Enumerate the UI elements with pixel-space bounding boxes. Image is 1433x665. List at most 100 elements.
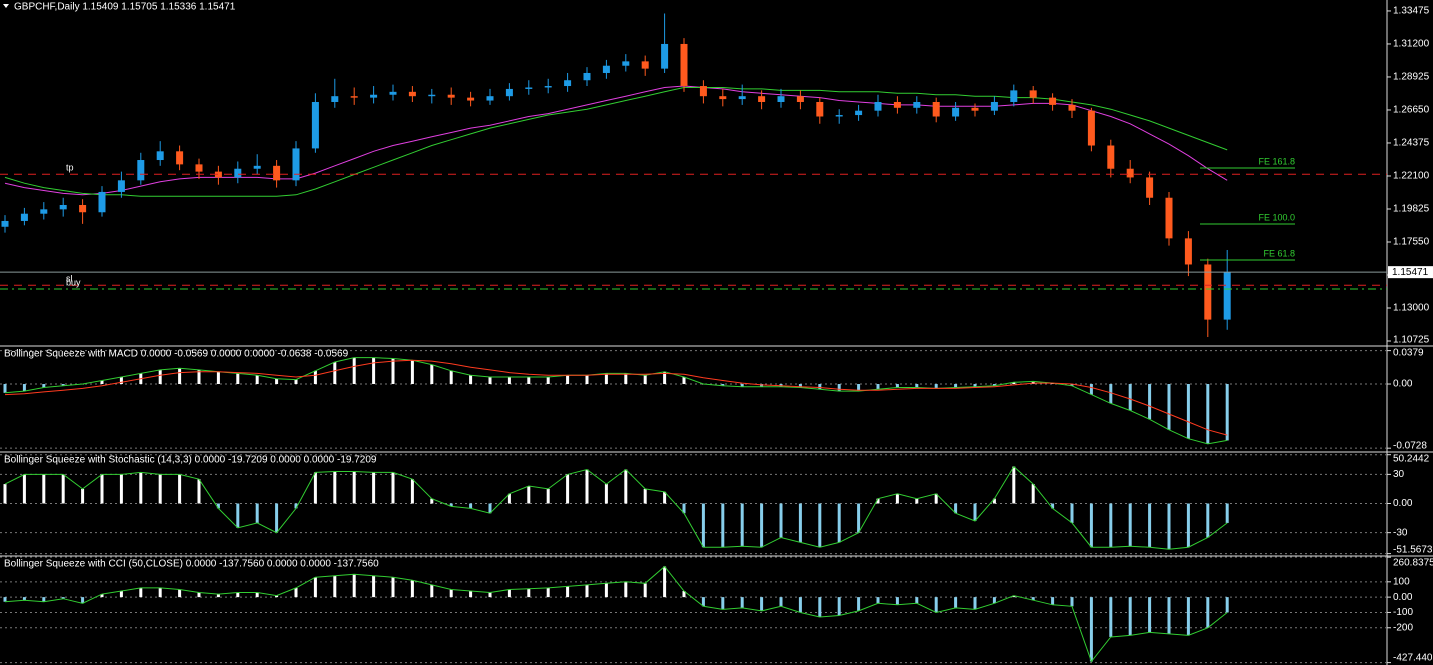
histogram-bar bbox=[1051, 503, 1055, 509]
histogram-bar bbox=[507, 589, 511, 598]
histogram-bar bbox=[1167, 597, 1171, 634]
candle-body bbox=[350, 96, 358, 98]
histogram-bar bbox=[372, 472, 376, 504]
histogram-bar bbox=[682, 503, 686, 514]
histogram-bar bbox=[22, 474, 26, 504]
histogram-bar bbox=[1012, 595, 1016, 598]
histogram-outline bbox=[4, 357, 1228, 445]
histogram-bar bbox=[1148, 503, 1152, 548]
candle-body bbox=[40, 209, 48, 214]
moving-average bbox=[4, 87, 1228, 197]
histogram-bar bbox=[566, 375, 570, 385]
y-tick-label: 260.8375 bbox=[1393, 558, 1433, 569]
fibo-label: FE 61.8 bbox=[1263, 248, 1295, 258]
histogram-bar bbox=[1148, 384, 1152, 420]
histogram-bar bbox=[42, 384, 46, 388]
candle-body bbox=[622, 61, 630, 66]
candle-body bbox=[680, 43, 688, 87]
histogram-bar bbox=[760, 597, 764, 611]
histogram-bar bbox=[1206, 384, 1210, 444]
histogram-bar bbox=[352, 471, 356, 504]
y-tick-label: 1.33475 bbox=[1393, 6, 1430, 17]
histogram-bar bbox=[275, 595, 279, 598]
y-tick-label: 1.13000 bbox=[1393, 303, 1430, 314]
histogram-bar bbox=[895, 384, 899, 388]
histogram-bar bbox=[410, 580, 414, 598]
histogram-bar bbox=[1167, 503, 1171, 550]
histogram-bar bbox=[139, 587, 143, 598]
histogram-bar bbox=[1070, 503, 1074, 523]
candle-body bbox=[932, 101, 940, 117]
histogram-bar bbox=[139, 472, 143, 504]
histogram-bar bbox=[61, 474, 65, 504]
histogram-bar bbox=[973, 597, 977, 610]
candle-body bbox=[389, 91, 397, 95]
histogram-bar bbox=[585, 375, 589, 385]
candle-body bbox=[505, 88, 513, 97]
y-tick-label: 1.19825 bbox=[1393, 204, 1430, 215]
histogram-bar bbox=[197, 592, 201, 598]
histogram-bar bbox=[876, 498, 880, 504]
histogram-bar bbox=[22, 384, 26, 392]
histogram-bar bbox=[1089, 384, 1093, 395]
menu-arrow[interactable] bbox=[3, 4, 9, 8]
candle-body bbox=[525, 87, 533, 89]
y-tick-label: 0.00 bbox=[1393, 498, 1413, 509]
histogram-bar bbox=[585, 469, 589, 504]
histogram-bar bbox=[81, 597, 85, 604]
histogram-bar bbox=[663, 371, 667, 385]
histogram-bar bbox=[3, 384, 7, 393]
histogram-bar bbox=[643, 375, 647, 385]
candle-body bbox=[428, 94, 436, 97]
histogram-bar bbox=[1031, 597, 1035, 601]
histogram-bar bbox=[701, 597, 705, 607]
panel-title: GBPCHF,Daily 1.15409 1.15705 1.15336 1.1… bbox=[14, 2, 236, 13]
histogram-bar bbox=[546, 488, 550, 504]
histogram-bar bbox=[779, 503, 783, 538]
candle-body bbox=[137, 160, 145, 181]
histogram-bar bbox=[760, 503, 764, 548]
histogram-bar bbox=[740, 384, 744, 387]
y-tick-label: 1.26650 bbox=[1393, 105, 1430, 116]
histogram-bar bbox=[1186, 597, 1190, 636]
candle-body bbox=[952, 107, 960, 117]
histogram-bar bbox=[1206, 597, 1210, 628]
histogram-bar bbox=[178, 474, 182, 504]
candle-body bbox=[719, 96, 727, 100]
candle-body bbox=[311, 101, 319, 149]
histogram-bar bbox=[1070, 384, 1074, 386]
histogram-bar bbox=[372, 575, 376, 598]
y-tick-label: 1.22100 bbox=[1393, 171, 1430, 182]
histogram-bar bbox=[391, 472, 395, 504]
histogram-bar bbox=[469, 503, 473, 509]
candle-body bbox=[564, 80, 572, 87]
histogram-bar bbox=[663, 566, 667, 598]
histogram-bar bbox=[236, 373, 240, 385]
histogram-bar bbox=[1186, 503, 1190, 548]
candle-body bbox=[1029, 90, 1037, 98]
histogram-outline bbox=[4, 565, 1228, 663]
candle-body bbox=[1223, 272, 1231, 320]
histogram-bar bbox=[410, 479, 414, 504]
histogram-bar bbox=[1089, 597, 1093, 662]
candle-body bbox=[1068, 104, 1076, 111]
histogram-bar bbox=[566, 586, 570, 598]
histogram-bar bbox=[197, 479, 201, 504]
histogram-bar bbox=[449, 370, 453, 385]
histogram-bar bbox=[216, 371, 220, 385]
histogram-bar bbox=[430, 498, 434, 504]
histogram-bar bbox=[294, 503, 298, 509]
histogram-bar bbox=[469, 375, 473, 385]
histogram-bar bbox=[1012, 466, 1016, 504]
histogram-bar bbox=[604, 583, 608, 598]
candle-body bbox=[874, 101, 882, 111]
histogram-bar bbox=[934, 493, 938, 504]
candle-body bbox=[1, 220, 9, 227]
candle-body bbox=[253, 165, 261, 169]
histogram-bar bbox=[604, 484, 608, 504]
histogram-bar bbox=[992, 384, 996, 386]
histogram-bar bbox=[216, 503, 220, 509]
histogram-bar bbox=[527, 486, 531, 504]
